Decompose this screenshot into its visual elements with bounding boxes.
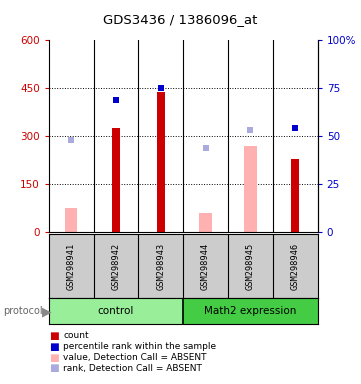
Text: Math2 expression: Math2 expression xyxy=(204,306,297,316)
Text: GSM298942: GSM298942 xyxy=(112,242,121,290)
Bar xyxy=(199,213,212,232)
Text: ■: ■ xyxy=(49,353,58,362)
Text: value, Detection Call = ABSENT: value, Detection Call = ABSENT xyxy=(63,353,207,362)
Text: GSM298944: GSM298944 xyxy=(201,242,210,290)
Text: protocol: protocol xyxy=(4,306,43,316)
Text: GSM298945: GSM298945 xyxy=(246,242,255,290)
Text: count: count xyxy=(63,331,89,341)
Bar xyxy=(112,128,120,232)
Bar xyxy=(65,208,77,232)
Bar xyxy=(291,159,299,232)
Text: ■: ■ xyxy=(49,331,58,341)
Text: GSM298946: GSM298946 xyxy=(291,242,300,290)
Bar xyxy=(157,91,165,232)
Text: ■: ■ xyxy=(49,342,58,352)
Bar xyxy=(183,298,318,324)
Text: ▶: ▶ xyxy=(42,305,51,318)
Bar xyxy=(49,298,183,324)
Bar xyxy=(244,146,257,232)
Text: rank, Detection Call = ABSENT: rank, Detection Call = ABSENT xyxy=(63,364,202,373)
Text: GDS3436 / 1386096_at: GDS3436 / 1386096_at xyxy=(103,13,258,26)
Text: percentile rank within the sample: percentile rank within the sample xyxy=(63,342,216,351)
Text: ■: ■ xyxy=(49,363,58,373)
Text: control: control xyxy=(98,306,134,316)
Text: GSM298941: GSM298941 xyxy=(67,242,76,290)
Text: GSM298943: GSM298943 xyxy=(156,242,165,290)
